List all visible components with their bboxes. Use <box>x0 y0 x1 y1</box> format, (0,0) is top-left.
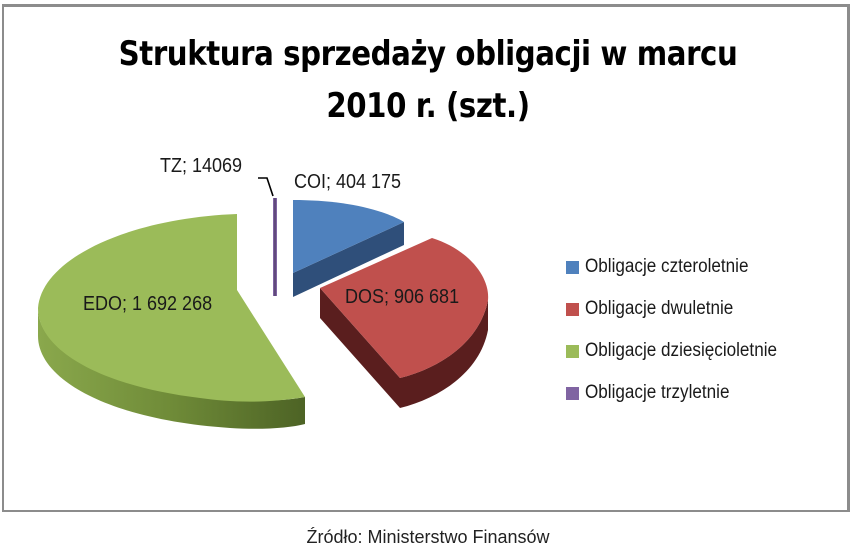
chart-title-line1: Struktura sprzedaży obligacji w marcu <box>118 34 738 74</box>
source-caption: Źródło: Ministerstwo Finansów <box>306 527 550 547</box>
legend-item-dziesiecioletnie: Obligacje dziesięcioletnie <box>566 330 798 372</box>
pie-slice-edo <box>38 214 305 429</box>
data-label-dos: DOS; 906 681 <box>345 286 460 308</box>
data-label-tz: TZ; 14069 <box>160 155 243 177</box>
data-label-edo: EDO; 1 692 268 <box>83 293 213 315</box>
legend-label: Obligacje trzyletnie <box>585 382 730 403</box>
pie-slice-tz <box>273 198 277 296</box>
pie-slice-dos <box>320 238 489 408</box>
chart-title: Struktura sprzedaży obligacji w marcu 20… <box>60 28 796 132</box>
data-label-coi: COI; 404 175 <box>294 171 402 193</box>
legend-label: Obligacje dwuletnie <box>585 298 734 319</box>
tz-leader-line <box>258 177 274 197</box>
legend-item-dwuletnie: Obligacje dwuletnie <box>566 288 798 330</box>
legend-item-trzyletnie: Obligacje trzyletnie <box>566 372 798 414</box>
legend-item-czteroletnie: Obligacje czteroletnie <box>566 246 798 288</box>
legend-swatch-green <box>566 344 579 358</box>
chart-title-line2: 2010 r. (szt.) <box>326 86 530 126</box>
chart-legend: Obligacje czteroletnie Obligacje dwuletn… <box>566 246 798 414</box>
legend-label: Obligacje czteroletnie <box>585 256 749 277</box>
legend-label: Obligacje dziesięcioletnie <box>585 340 778 361</box>
legend-swatch-red <box>566 302 579 316</box>
pie-slice-coi <box>293 200 404 297</box>
legend-swatch-blue <box>566 260 579 274</box>
legend-swatch-purple <box>566 386 579 400</box>
